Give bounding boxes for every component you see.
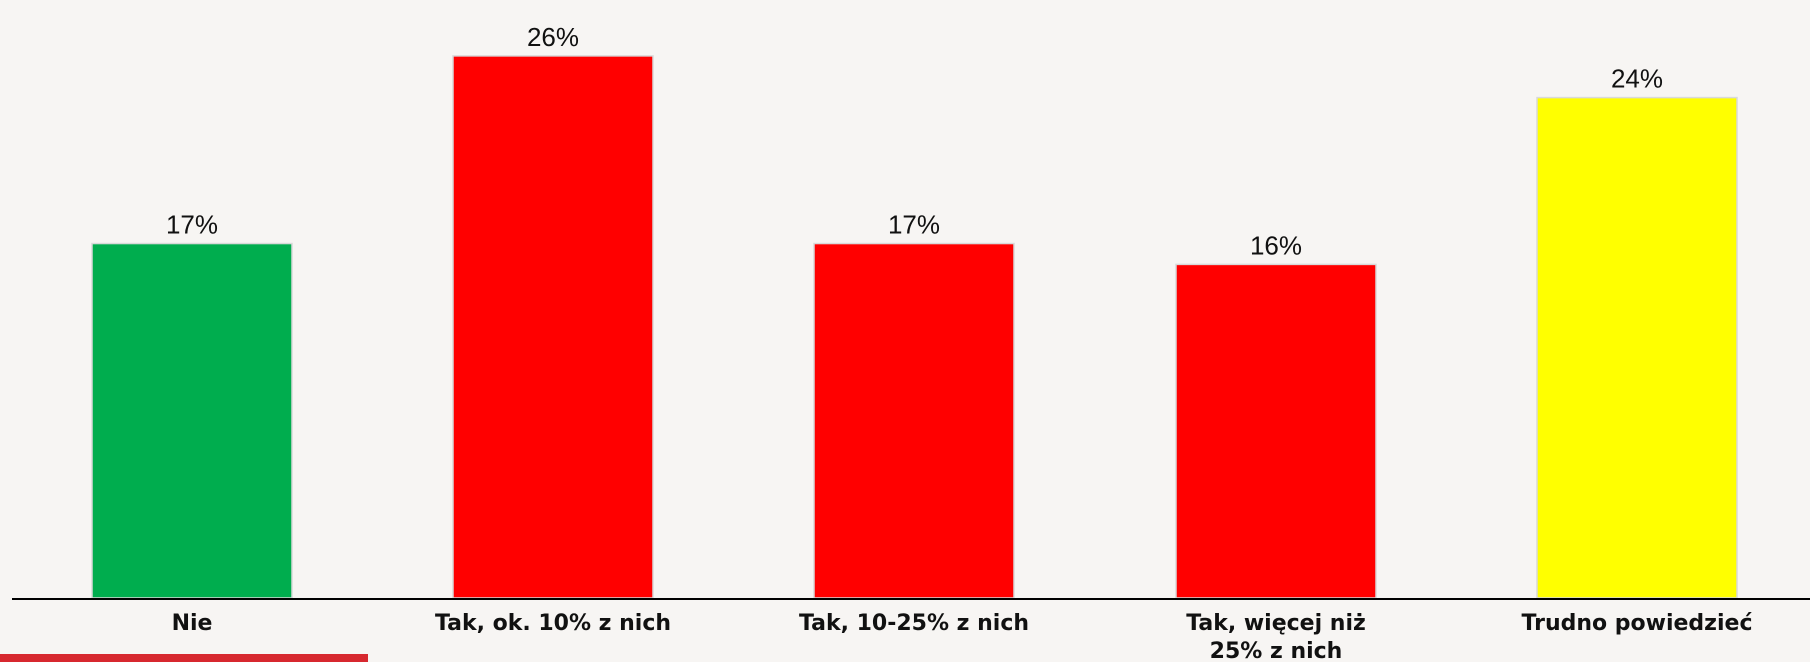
bars-layer [91, 55, 1738, 599]
category-label-4: Trudno powiedzieć [1522, 611, 1753, 636]
bar-4 [1536, 96, 1738, 599]
value-label-0: 17% [166, 210, 218, 240]
value-label-2: 17% [888, 210, 940, 240]
value-labels-layer: 17% 26% 17% 16% 24% [166, 22, 1663, 260]
category-label-0: Nie [172, 611, 213, 636]
category-label-3-line-0: Tak, więcej niż [1186, 611, 1366, 636]
category-label-1: Tak, ok. 10% z nich [435, 611, 671, 636]
bar-2 [813, 242, 1015, 599]
category-label-3-line-1: 25% z nich [1210, 639, 1343, 662]
category-labels-layer: Nie Tak, ok. 10% z nich Tak, 10-25% z nich… [172, 611, 1753, 662]
category-label-2: Tak, 10-25% z nich [799, 611, 1029, 636]
value-label-3: 16% [1250, 230, 1302, 260]
value-label-1: 26% [527, 22, 579, 52]
bar-1 [452, 55, 654, 599]
value-label-4: 24% [1611, 64, 1663, 94]
footer-accent-bar [0, 654, 368, 662]
bar-0 [91, 242, 293, 599]
bar-3 [1175, 263, 1377, 599]
